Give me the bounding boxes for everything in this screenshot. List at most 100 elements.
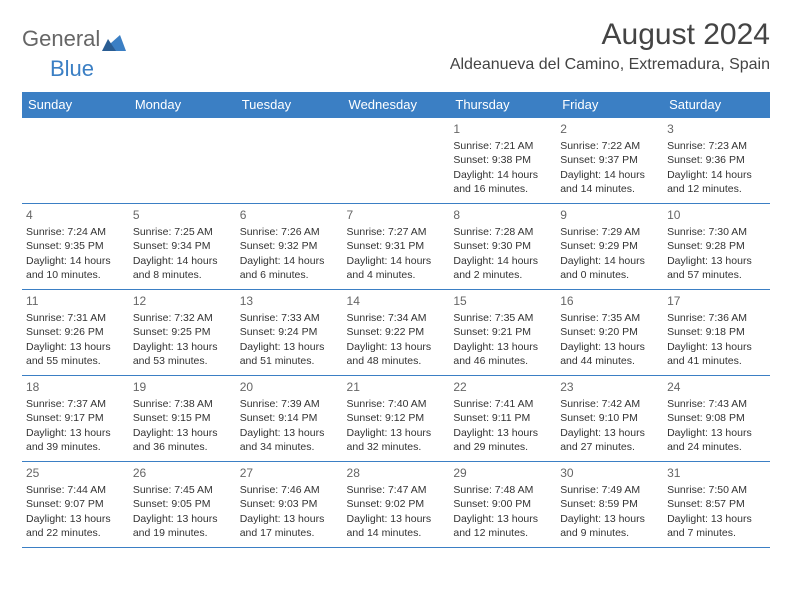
day-number: 2 (560, 121, 659, 137)
daylight-text: Daylight: 14 hours and 10 minutes. (26, 254, 125, 282)
calendar-body: 1Sunrise: 7:21 AMSunset: 9:38 PMDaylight… (22, 118, 770, 548)
day-number: 4 (26, 207, 125, 223)
sunset-text: Sunset: 9:31 PM (347, 239, 446, 253)
calendar-day-cell (22, 118, 129, 204)
sunrise-text: Sunrise: 7:30 AM (667, 225, 766, 239)
day-number: 16 (560, 293, 659, 309)
calendar-day-cell: 26Sunrise: 7:45 AMSunset: 9:05 PMDayligh… (129, 462, 236, 548)
daylight-text: Daylight: 13 hours and 22 minutes. (26, 512, 125, 540)
daylight-text: Daylight: 14 hours and 4 minutes. (347, 254, 446, 282)
daylight-text: Daylight: 14 hours and 0 minutes. (560, 254, 659, 282)
sunset-text: Sunset: 9:26 PM (26, 325, 125, 339)
sunrise-text: Sunrise: 7:31 AM (26, 311, 125, 325)
sunrise-text: Sunrise: 7:22 AM (560, 139, 659, 153)
calendar-day-cell: 30Sunrise: 7:49 AMSunset: 8:59 PMDayligh… (556, 462, 663, 548)
weekday-header: Tuesday (236, 92, 343, 118)
sunrise-text: Sunrise: 7:39 AM (240, 397, 339, 411)
daylight-text: Daylight: 13 hours and 19 minutes. (133, 512, 232, 540)
day-number: 26 (133, 465, 232, 481)
calendar-day-cell (129, 118, 236, 204)
weekday-header: Monday (129, 92, 236, 118)
day-number: 10 (667, 207, 766, 223)
day-number: 12 (133, 293, 232, 309)
weekday-header: Wednesday (343, 92, 450, 118)
sunset-text: Sunset: 9:29 PM (560, 239, 659, 253)
sunset-text: Sunset: 9:15 PM (133, 411, 232, 425)
calendar-day-cell: 11Sunrise: 7:31 AMSunset: 9:26 PMDayligh… (22, 290, 129, 376)
calendar-day-cell: 21 Sunrise: 7:40 AMSunset: 9:12 PMDayligh… (343, 376, 450, 462)
day-number: 14 (347, 293, 446, 309)
daylight-text: Daylight: 14 hours and 2 minutes. (453, 254, 552, 282)
daylight-text: Daylight: 14 hours and 6 minutes. (240, 254, 339, 282)
calendar-day-cell: 5Sunrise: 7:25 AMSunset: 9:34 PMDaylight… (129, 204, 236, 290)
logo: General (22, 18, 126, 52)
day-number: 1 (453, 121, 552, 137)
logo-text-general: General (22, 26, 100, 52)
daylight-text: Daylight: 13 hours and 41 minutes. (667, 340, 766, 368)
day-number: 8 (453, 207, 552, 223)
sunset-text: Sunset: 8:59 PM (560, 497, 659, 511)
sunset-text: Sunset: 9:18 PM (667, 325, 766, 339)
sunset-text: Sunset: 9:28 PM (667, 239, 766, 253)
day-number: 9 (560, 207, 659, 223)
sunrise-text: Sunrise: 7:40 AM (347, 397, 446, 411)
daylight-text: Daylight: 13 hours and 36 minutes. (133, 426, 232, 454)
day-number: 27 (240, 465, 339, 481)
sunrise-text: Sunrise: 7:27 AM (347, 225, 446, 239)
daylight-text: Daylight: 13 hours and 46 minutes. (453, 340, 552, 368)
daylight-text: Daylight: 13 hours and 39 minutes. (26, 426, 125, 454)
sunset-text: Sunset: 9:38 PM (453, 153, 552, 167)
sunset-text: Sunset: 9:36 PM (667, 153, 766, 167)
weekday-header: Thursday (449, 92, 556, 118)
sunset-text: Sunset: 9:08 PM (667, 411, 766, 425)
calendar-day-cell: 9 Sunrise: 7:29 AMSunset: 9:29 PMDaylight… (556, 204, 663, 290)
sunset-text: Sunset: 9:20 PM (560, 325, 659, 339)
calendar-day-cell: 29Sunrise: 7:48 AMSunset: 9:00 PMDayligh… (449, 462, 556, 548)
sunrise-text: Sunrise: 7:48 AM (453, 483, 552, 497)
weekday-header: Saturday (663, 92, 770, 118)
sunrise-text: Sunrise: 7:32 AM (133, 311, 232, 325)
day-number: 23 (560, 379, 659, 395)
sunrise-text: Sunrise: 7:29 AM (560, 225, 659, 239)
daylight-text: Daylight: 13 hours and 14 minutes. (347, 512, 446, 540)
daylight-text: Daylight: 13 hours and 51 minutes. (240, 340, 339, 368)
sunrise-text: Sunrise: 7:37 AM (26, 397, 125, 411)
sunrise-text: Sunrise: 7:26 AM (240, 225, 339, 239)
calendar-table: Sunday Monday Tuesday Wednesday Thursday… (22, 92, 770, 548)
calendar-day-cell: 23Sunrise: 7:42 AMSunset: 9:10 PMDayligh… (556, 376, 663, 462)
sunset-text: Sunset: 9:17 PM (26, 411, 125, 425)
daylight-text: Daylight: 14 hours and 8 minutes. (133, 254, 232, 282)
sunset-text: Sunset: 9:32 PM (240, 239, 339, 253)
sunset-text: Sunset: 9:14 PM (240, 411, 339, 425)
calendar-week-row: 4Sunrise: 7:24 AMSunset: 9:35 PMDaylight… (22, 204, 770, 290)
sunrise-text: Sunrise: 7:47 AM (347, 483, 446, 497)
calendar-day-cell (236, 118, 343, 204)
sunset-text: Sunset: 9:10 PM (560, 411, 659, 425)
day-number: 15 (453, 293, 552, 309)
daylight-text: Daylight: 13 hours and 32 minutes. (347, 426, 446, 454)
calendar-day-cell: 14Sunrise: 7:34 AMSunset: 9:22 PMDayligh… (343, 290, 450, 376)
calendar-day-cell: 27Sunrise: 7:46 AMSunset: 9:03 PMDayligh… (236, 462, 343, 548)
sunset-text: Sunset: 9:34 PM (133, 239, 232, 253)
day-number: 7 (347, 207, 446, 223)
day-number: 25 (26, 465, 125, 481)
sunrise-text: Sunrise: 7:28 AM (453, 225, 552, 239)
calendar-day-cell: 6Sunrise: 7:26 AMSunset: 9:32 PMDaylight… (236, 204, 343, 290)
day-number: 30 (560, 465, 659, 481)
calendar-day-cell: 3Sunrise: 7:23 AMSunset: 9:36 PMDaylight… (663, 118, 770, 204)
sunset-text: Sunset: 9:03 PM (240, 497, 339, 511)
calendar-day-cell: 7 Sunrise: 7:27 AMSunset: 9:31 PMDaylight… (343, 204, 450, 290)
sunrise-text: Sunrise: 7:45 AM (133, 483, 232, 497)
title-block: August 2024 Aldeanueva del Camino, Extre… (450, 18, 770, 74)
sunset-text: Sunset: 9:02 PM (347, 497, 446, 511)
sunrise-text: Sunrise: 7:23 AM (667, 139, 766, 153)
daylight-text: Daylight: 13 hours and 7 minutes. (667, 512, 766, 540)
sunset-text: Sunset: 9:12 PM (347, 411, 446, 425)
sunrise-text: Sunrise: 7:42 AM (560, 397, 659, 411)
calendar-day-cell: 19Sunrise: 7:38 AMSunset: 9:15 PMDayligh… (129, 376, 236, 462)
daylight-text: Daylight: 13 hours and 9 minutes. (560, 512, 659, 540)
day-number: 17 (667, 293, 766, 309)
calendar-day-cell: 18Sunrise: 7:37 AMSunset: 9:17 PMDayligh… (22, 376, 129, 462)
daylight-text: Daylight: 13 hours and 44 minutes. (560, 340, 659, 368)
day-number: 21 (347, 379, 446, 395)
